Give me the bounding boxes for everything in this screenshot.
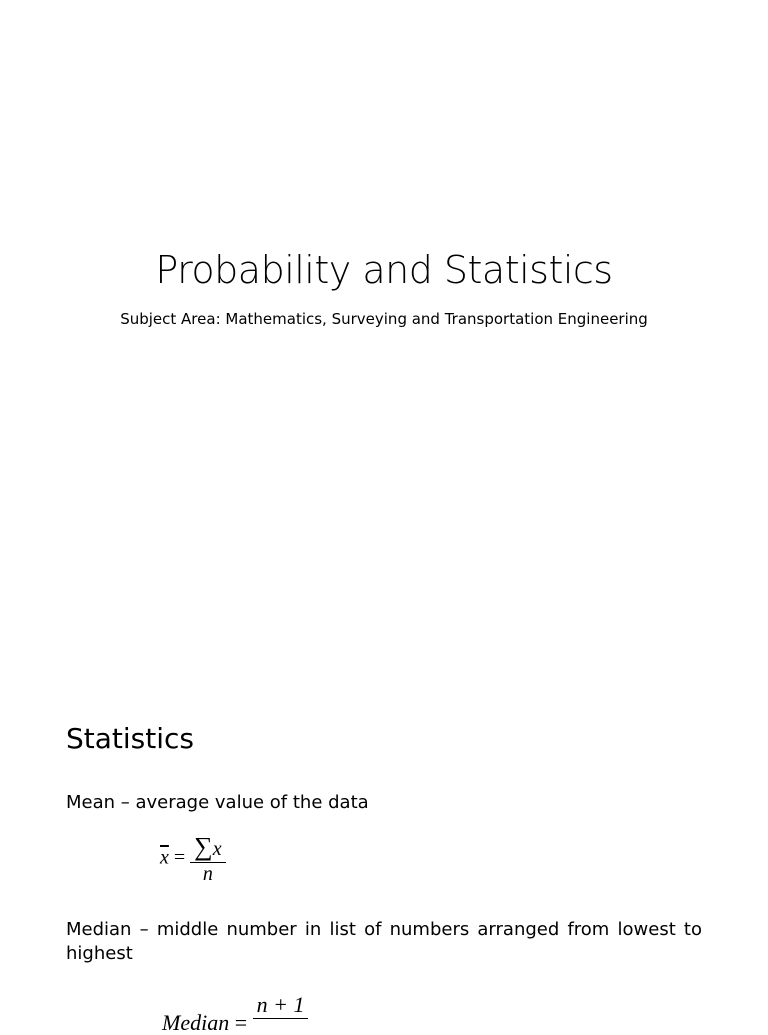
denominator: n [202,863,213,885]
numerator-variable: x [212,838,222,860]
slide-title: Probability and Statistics [155,248,613,292]
x-bar: x [160,846,169,869]
median-definition: Median – middle number in list of number… [66,919,702,964]
median-label: Median [162,1010,230,1035]
mean-definition: Mean – average value of the data [66,792,369,813]
numerator: n + 1 [252,992,309,1019]
equals-sign: = [234,1010,248,1035]
slide-subtitle: Subject Area: Mathematics, Surveying and… [120,310,648,328]
mean-formula: x = ∑x n [160,832,226,886]
equals-sign: = [173,846,186,869]
section-heading: Statistics [66,722,194,755]
sum-symbol: ∑ [194,832,213,861]
median-formula: Median = n + 1 [162,992,309,1035]
mean-fraction: ∑x n [190,832,226,886]
median-fraction: n + 1 [252,992,309,1019]
